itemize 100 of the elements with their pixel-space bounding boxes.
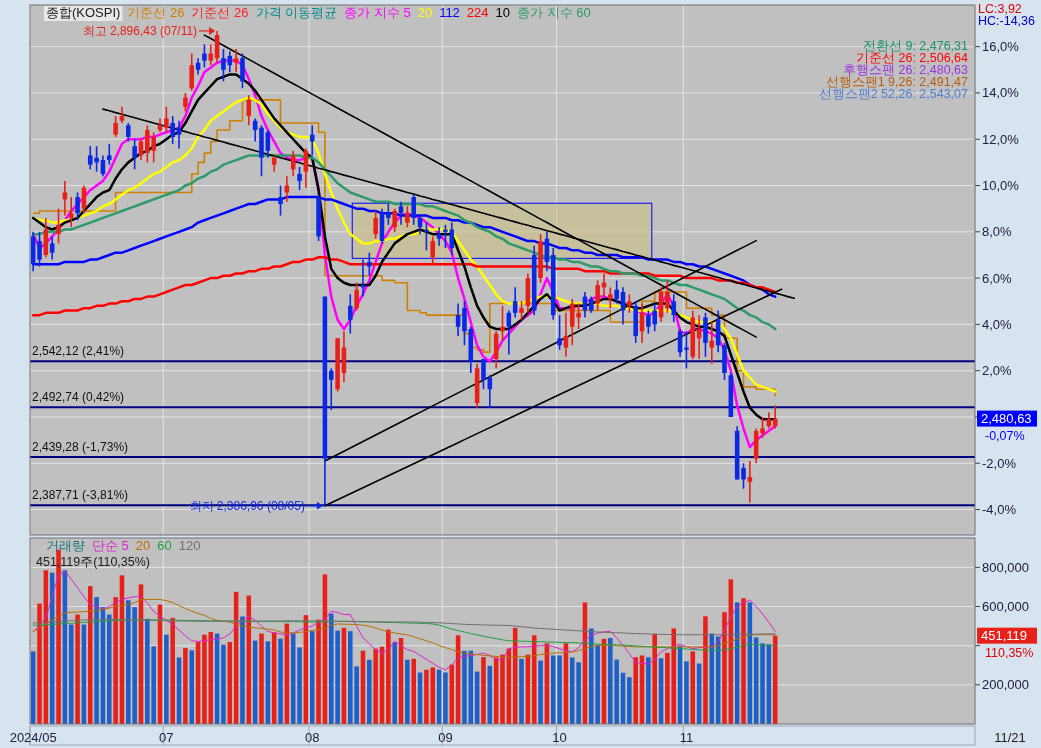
text: 기준선 26 bbox=[127, 5, 185, 20]
candlestick bbox=[671, 293, 677, 323]
bar bbox=[259, 633, 264, 724]
y-tick-label: 600,000 bbox=[982, 599, 1029, 615]
bar bbox=[538, 660, 543, 724]
candlestick bbox=[424, 221, 429, 252]
bar bbox=[75, 614, 80, 724]
bar bbox=[87, 586, 93, 724]
candlestick bbox=[665, 279, 670, 314]
text: 20 bbox=[417, 5, 433, 20]
bar bbox=[221, 644, 226, 724]
bar bbox=[449, 664, 455, 724]
chart-title: 종합(KOSPI) bbox=[46, 5, 121, 20]
bar bbox=[684, 661, 689, 724]
bar bbox=[386, 629, 391, 724]
candlestick bbox=[772, 404, 778, 430]
candlestick bbox=[208, 43, 214, 66]
candlestick bbox=[462, 300, 467, 347]
y-tick-label: 4,0% bbox=[982, 316, 1013, 332]
bar bbox=[405, 659, 410, 724]
bar bbox=[741, 598, 746, 724]
bar bbox=[94, 597, 99, 724]
bar bbox=[227, 641, 233, 724]
candlestick bbox=[405, 205, 410, 228]
annotation: 선행스팬1 9,26: 2,491,47 bbox=[825, 75, 969, 89]
y-tick-label: 2,0% bbox=[982, 363, 1013, 379]
y-tick-label: 6,0% bbox=[982, 270, 1013, 286]
candlestick bbox=[500, 305, 505, 342]
x-tick-label: 2024/05 bbox=[9, 729, 57, 745]
bar bbox=[183, 648, 188, 724]
bar bbox=[68, 624, 74, 724]
annotation: 선행스팬2 52,26: 2,543,07 bbox=[818, 87, 969, 101]
candlestick bbox=[68, 196, 74, 228]
bar bbox=[37, 603, 42, 724]
annotation: 후행스팬 26: 2,480,63 bbox=[843, 63, 969, 77]
candlestick bbox=[436, 226, 442, 247]
line-series bbox=[32, 598, 776, 658]
candlestick bbox=[563, 312, 569, 358]
x-tick-label: 09 bbox=[438, 729, 453, 745]
ref-line-label: 2,542,12 (2,41%) bbox=[32, 344, 125, 359]
y-tick-label: -4,0% bbox=[982, 502, 1017, 518]
text: 110,35% bbox=[985, 645, 1034, 660]
y-tick-label: 800,000 bbox=[982, 559, 1029, 575]
candlestick bbox=[608, 286, 613, 309]
y-tick-label: 14,0% bbox=[982, 85, 1020, 101]
text: LC:3,92 bbox=[978, 2, 1022, 16]
x-tick-label: 07 bbox=[159, 729, 174, 745]
text: 224 bbox=[466, 5, 489, 20]
bar bbox=[760, 643, 765, 724]
bar bbox=[189, 650, 195, 724]
annotation: 기준선 26 bbox=[191, 5, 249, 20]
candlestick bbox=[348, 293, 353, 335]
candlestick bbox=[37, 231, 42, 268]
annotation: 최고 2,896,43 (07/11) bbox=[82, 23, 198, 38]
candlestick bbox=[189, 52, 195, 92]
candlestick bbox=[328, 367, 334, 411]
ref-line-label: 2,387,71 (-3,81%) bbox=[32, 488, 129, 503]
ref-line-label: 2,492,74 (0,42%) bbox=[32, 390, 125, 405]
candlestick bbox=[595, 279, 600, 312]
bar bbox=[443, 672, 448, 724]
bar bbox=[164, 634, 169, 724]
y-tick-label: 8,0% bbox=[982, 224, 1013, 240]
candlestick bbox=[240, 52, 245, 90]
candlestick bbox=[430, 235, 436, 266]
candlestick bbox=[297, 166, 302, 191]
candlestick bbox=[56, 207, 61, 245]
bar bbox=[500, 654, 505, 724]
candlestick bbox=[75, 191, 80, 222]
candlestick bbox=[233, 48, 239, 73]
y-tick-label: 16,0% bbox=[982, 39, 1020, 55]
ref-line-label: 2,439,28 (-1,73%) bbox=[32, 440, 129, 454]
candlestick bbox=[367, 251, 372, 277]
line-series bbox=[32, 619, 776, 636]
bar bbox=[278, 638, 283, 724]
candlestick bbox=[132, 138, 137, 171]
candlestick bbox=[278, 184, 283, 217]
candlestick bbox=[386, 203, 391, 226]
bar bbox=[392, 642, 397, 724]
candlestick bbox=[126, 122, 131, 143]
bar bbox=[633, 657, 638, 724]
text: 종가 지수 60 bbox=[517, 5, 591, 20]
bar bbox=[703, 616, 708, 724]
legend: 거래량 단순 5 20 60 120 bbox=[46, 538, 201, 553]
text: 11/21 bbox=[994, 729, 1026, 745]
bar bbox=[481, 657, 486, 724]
text: 112 bbox=[439, 5, 460, 20]
text: 종가 지수 5 bbox=[344, 5, 411, 20]
candlestick bbox=[614, 279, 619, 305]
annotation: 전환선 9: 2,476,31 bbox=[862, 39, 969, 53]
x-tick-label: 10 bbox=[552, 729, 567, 745]
y-tick-label: -2,0% bbox=[982, 455, 1017, 471]
text: HC:-14,36 bbox=[978, 14, 1036, 28]
line-series bbox=[32, 570, 776, 671]
text: 2,480,63 bbox=[981, 411, 1032, 427]
bar bbox=[690, 651, 696, 724]
y-tick-label: 12,0% bbox=[982, 131, 1020, 147]
candlestick bbox=[747, 460, 753, 504]
text: -0,07% bbox=[985, 428, 1025, 443]
candlestick bbox=[512, 286, 518, 319]
x-tick-label: 11 bbox=[679, 729, 694, 745]
